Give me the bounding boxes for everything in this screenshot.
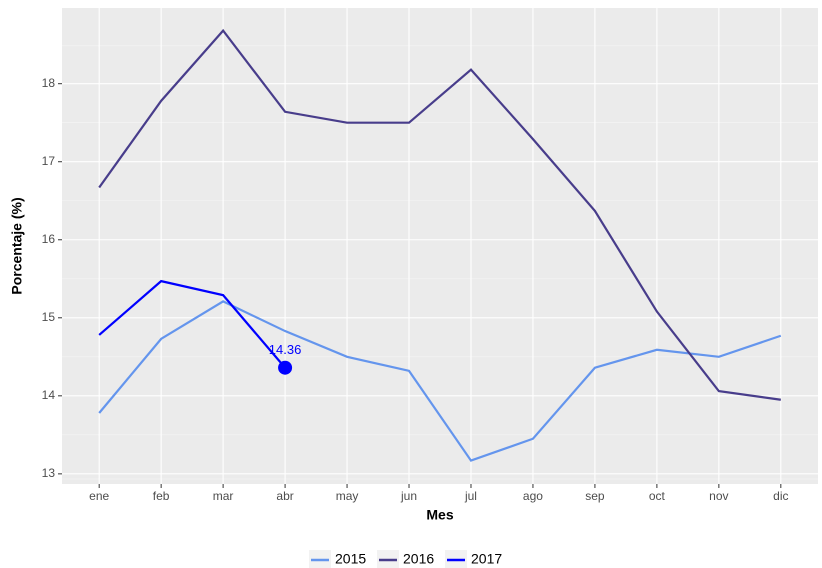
x-tick-label: abr xyxy=(276,489,293,503)
x-tick-label: may xyxy=(336,489,359,503)
x-tick-label: ene xyxy=(89,489,109,503)
y-tick-label: 15 xyxy=(42,310,56,324)
series-line xyxy=(98,279,286,369)
x-tick-label: jun xyxy=(400,489,417,503)
legend-label: 2015 xyxy=(335,551,366,567)
x-axis-title: Mes xyxy=(426,507,453,523)
y-tick-label: 16 xyxy=(42,232,56,246)
y-tick-label: 13 xyxy=(42,466,56,480)
x-tick-label: ago xyxy=(523,489,543,503)
panel xyxy=(62,8,818,484)
series-line xyxy=(98,28,781,401)
x-tick-label: jul xyxy=(464,489,477,503)
x-tick-label: nov xyxy=(709,489,728,503)
y-tick-label: 14 xyxy=(42,388,56,402)
y-tick-label: 17 xyxy=(42,154,56,168)
x-tick-label: feb xyxy=(153,489,170,503)
x-tick-label: dic xyxy=(773,489,788,503)
point-label: 14.36 xyxy=(269,342,302,357)
legend-label: 2016 xyxy=(403,551,434,567)
y-axis-title: Porcentaje (%) xyxy=(9,197,25,294)
highlight-point xyxy=(278,360,293,375)
x-tick-label: sep xyxy=(585,489,605,503)
series-line xyxy=(98,300,782,462)
legend-label: 2017 xyxy=(471,551,502,567)
x-tick-label: mar xyxy=(213,489,234,503)
y-tick-label: 18 xyxy=(42,76,56,90)
x-tick-label: oct xyxy=(649,489,666,503)
